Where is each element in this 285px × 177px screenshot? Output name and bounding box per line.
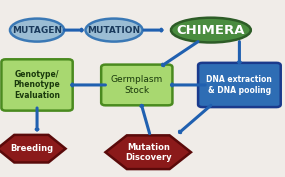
Text: CHIMERA: CHIMERA xyxy=(177,24,245,37)
FancyBboxPatch shape xyxy=(198,63,281,107)
Text: Genotype/
Phenotype
Evaluation: Genotype/ Phenotype Evaluation xyxy=(14,70,60,100)
Ellipse shape xyxy=(171,18,251,42)
Text: Breeding: Breeding xyxy=(10,144,53,153)
Text: MUTAGEN: MUTAGEN xyxy=(12,26,62,35)
Ellipse shape xyxy=(86,19,142,42)
Polygon shape xyxy=(0,135,66,162)
Text: MUTATION: MUTATION xyxy=(87,26,141,35)
Polygon shape xyxy=(105,135,191,169)
Text: DNA extraction
& DNA pooling: DNA extraction & DNA pooling xyxy=(206,75,272,95)
Text: Germplasm
Stock: Germplasm Stock xyxy=(111,75,163,95)
FancyBboxPatch shape xyxy=(101,65,172,105)
Text: Mutation
Discovery: Mutation Discovery xyxy=(125,142,172,162)
Ellipse shape xyxy=(10,19,64,42)
FancyBboxPatch shape xyxy=(1,59,73,111)
